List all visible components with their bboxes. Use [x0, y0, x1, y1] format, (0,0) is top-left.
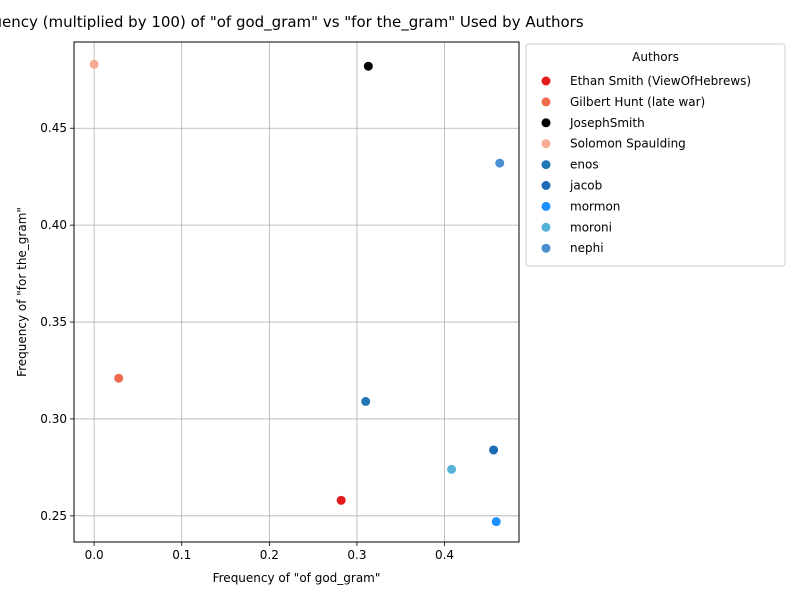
legend-label: nephi — [570, 241, 604, 255]
legend-label: mormon — [570, 199, 620, 213]
x-tick-label: 0.2 — [260, 548, 279, 562]
y-tick-label: 0.40 — [40, 218, 67, 232]
legend-marker — [541, 222, 551, 232]
grid — [74, 42, 519, 542]
legend-marker — [541, 160, 551, 170]
legend-marker — [541, 201, 551, 211]
legend-label: JosephSmith — [569, 116, 645, 130]
data-point — [114, 373, 124, 383]
y-tick-label: 0.30 — [40, 412, 67, 426]
y-tick-label: 0.35 — [40, 315, 67, 329]
data-point — [89, 59, 99, 69]
legend-items: Ethan Smith (ViewOfHebrews) Gilbert Hunt … — [541, 74, 751, 255]
legend-marker — [541, 118, 551, 128]
x-axis-label: Frequency of "of god_gram" — [213, 571, 381, 585]
data-point — [363, 61, 373, 71]
chart-title: Frequency (multiplied by 100) of "of god… — [0, 13, 584, 32]
data-point — [361, 396, 371, 406]
plot-area-frame — [73, 41, 520, 543]
y-tick-label: 0.45 — [40, 121, 67, 135]
legend-box — [525, 43, 786, 267]
x-tick-label: 0.4 — [435, 548, 454, 562]
data-points — [89, 59, 505, 527]
y-tick-label: 0.25 — [40, 509, 67, 523]
legend-marker — [541, 139, 551, 149]
data-point — [489, 445, 499, 455]
x-tick-label: 0.1 — [172, 548, 191, 562]
legend-label: enos — [570, 158, 599, 172]
legend-title: Authors — [632, 50, 679, 64]
legend-marker — [541, 76, 551, 86]
y-axis-label: Frequency of "for the_gram" — [15, 207, 29, 377]
legend-marker — [541, 97, 551, 107]
data-point — [495, 158, 505, 168]
legend-label: Solomon Spaulding — [570, 137, 686, 151]
data-point — [491, 517, 501, 527]
legend-marker — [541, 243, 551, 253]
x-tick-label: 0.0 — [85, 548, 104, 562]
legend-label: jacob — [569, 179, 602, 193]
legend-label: Gilbert Hunt (late war) — [570, 95, 705, 109]
legend-label: moroni — [570, 220, 612, 234]
data-point — [336, 495, 346, 505]
x-tick-label: 0.3 — [347, 548, 366, 562]
legend-label: Ethan Smith (ViewOfHebrews) — [570, 74, 751, 88]
legend-marker — [541, 181, 551, 190]
data-point — [447, 464, 457, 474]
legend: Authors Ethan Smith (ViewOfHebrews) Gilbe… — [525, 43, 786, 267]
axis-ticks: 0.0 0.1 0.2 0.3 0.4 0.25 0.30 0.35 0.40 0.45 — [40, 121, 454, 562]
